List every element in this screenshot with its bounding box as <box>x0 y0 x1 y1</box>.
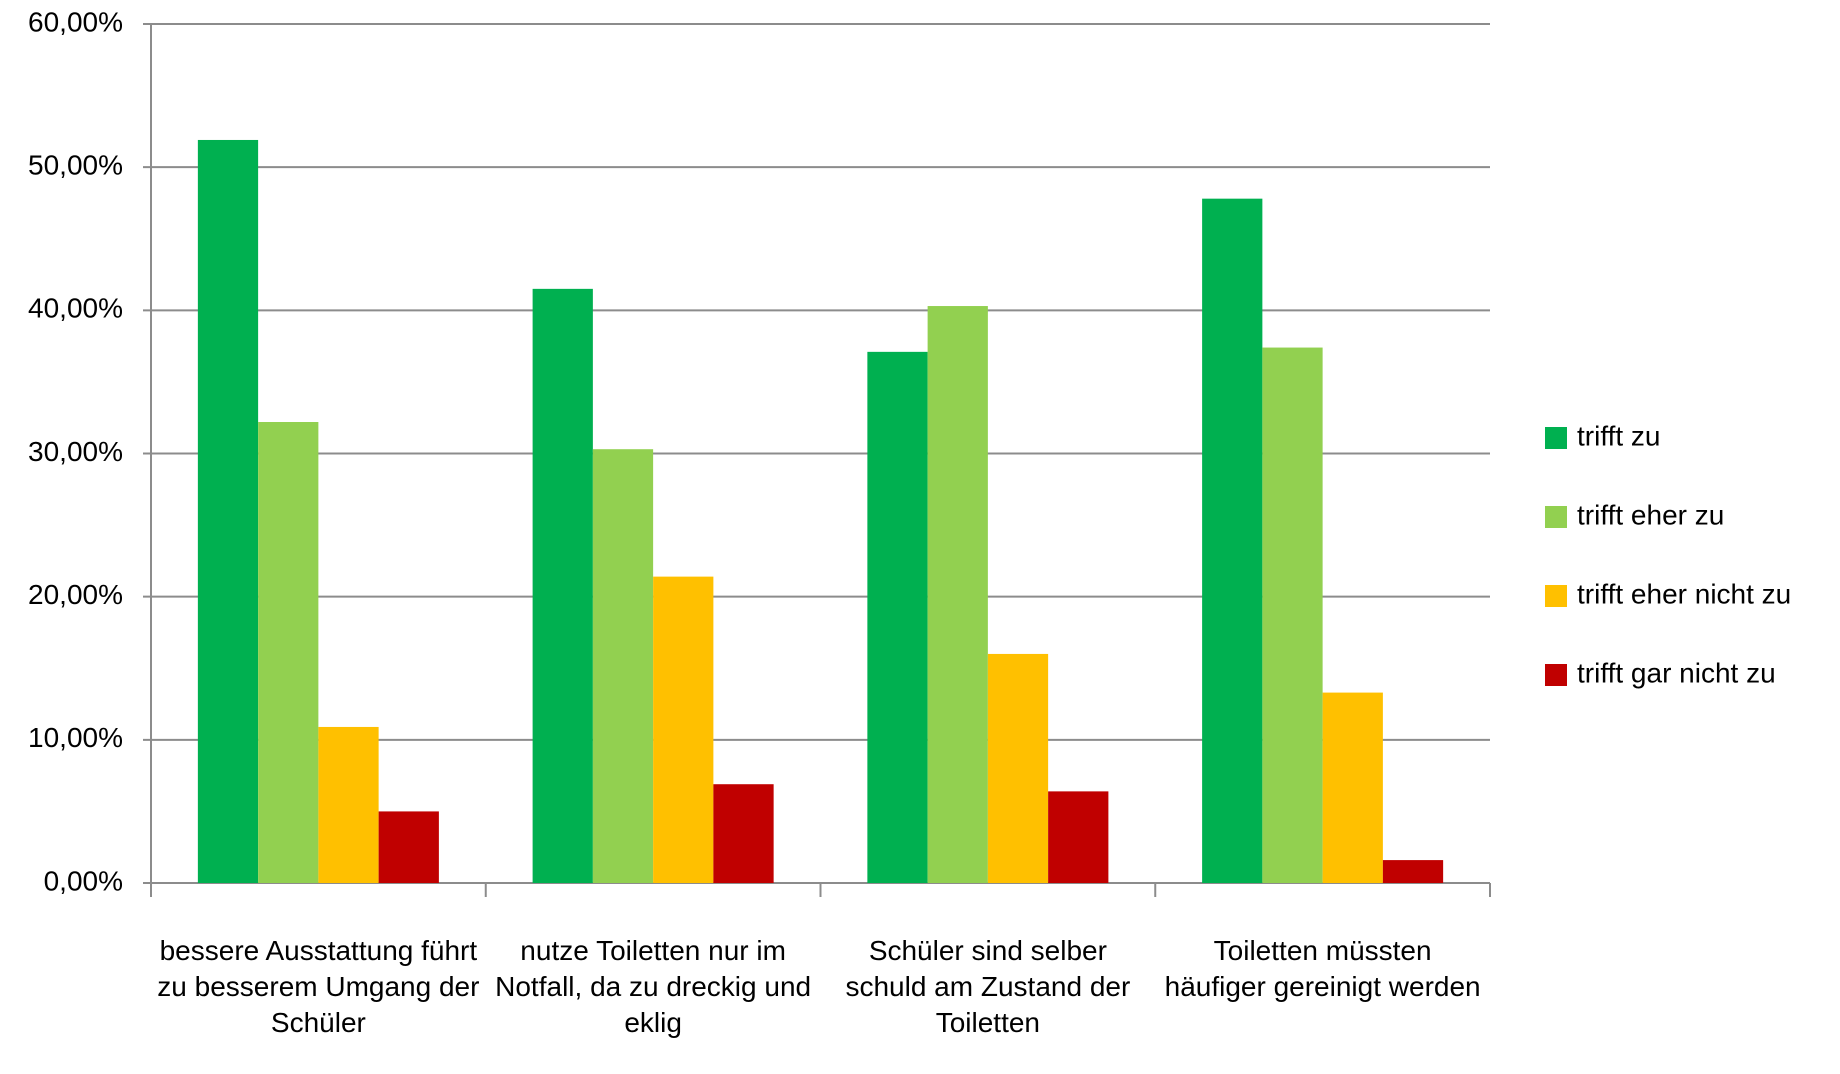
legend-label: trifft eher nicht zu <box>1577 578 1791 609</box>
y-tick-label: 30,00% <box>28 436 123 467</box>
x-tick-label: bessere Ausstattung führt zu besserem Um… <box>157 935 480 1038</box>
x-tick-label: nutze Toiletten nur im Notfall, da zu dr… <box>495 935 812 1038</box>
y-tick-label: 40,00% <box>28 293 123 324</box>
y-tick-label: 0,00% <box>44 865 123 896</box>
bar <box>653 576 714 883</box>
bar <box>1382 860 1444 883</box>
legend-label: trifft eher zu <box>1577 499 1724 530</box>
legend-swatch <box>1545 506 1567 528</box>
legend-swatch <box>1545 427 1567 449</box>
bar <box>927 306 988 883</box>
bar <box>1262 347 1323 884</box>
legend-swatch <box>1545 664 1567 686</box>
y-tick-label: 10,00% <box>28 722 123 753</box>
x-tick-label: Schüler sind selber schuld am Zustand de… <box>845 935 1131 1038</box>
x-tick-label: Toiletten müssten häufiger gereinigt wer… <box>1164 935 1481 1002</box>
bar <box>1202 198 1263 883</box>
bar <box>378 811 439 883</box>
bar <box>532 288 593 883</box>
bar <box>258 422 319 883</box>
bar <box>197 139 259 884</box>
y-tick-label: 50,00% <box>28 150 123 181</box>
y-tick-label: 20,00% <box>28 579 123 610</box>
y-tick-label: 60,00% <box>28 6 123 37</box>
legend-label: trifft zu <box>1577 420 1661 451</box>
bar <box>592 449 654 883</box>
bar <box>713 784 774 883</box>
bar <box>987 653 1049 883</box>
legend-swatch <box>1545 585 1567 607</box>
bar <box>867 351 928 883</box>
legend-label: trifft gar nicht zu <box>1577 657 1776 688</box>
bar <box>1322 692 1383 883</box>
bar <box>1048 791 1109 883</box>
bar <box>318 726 379 883</box>
